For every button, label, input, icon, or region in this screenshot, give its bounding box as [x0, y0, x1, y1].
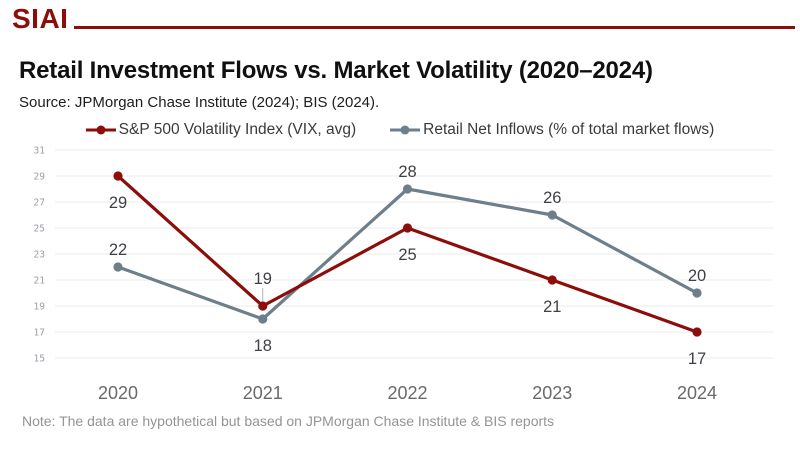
y-tick-label: 29 [34, 172, 46, 183]
chart-legend: S&P 500 Volatility Index (VIX, avg) Retai… [0, 121, 800, 139]
data-point [113, 171, 123, 181]
data-label: 29 [109, 194, 127, 212]
data-label: 20 [688, 267, 706, 285]
data-label: 25 [398, 246, 416, 264]
y-tick-label: 27 [34, 198, 45, 209]
legend-item-1: Retail Net Inflows (% of total market fl… [390, 121, 714, 139]
y-tick-label: 25 [34, 224, 45, 235]
y-tick-label: 31 [34, 146, 46, 157]
data-label: 21 [543, 298, 561, 316]
x-axis-label: 2020 [98, 383, 138, 403]
data-label: 18 [254, 337, 272, 355]
data-point [258, 314, 268, 324]
data-point [692, 327, 702, 337]
data-point [692, 288, 702, 298]
data-point [402, 184, 413, 194]
y-tick-label: 19 [34, 302, 46, 313]
data-point [258, 301, 268, 311]
data-label: 28 [398, 163, 416, 181]
brand-logo: SIAI [12, 3, 69, 34]
x-axis-label: 2024 [677, 383, 717, 403]
x-axis-label: 2023 [532, 383, 572, 403]
chart-title: Retail Investment Flows vs. Market Volat… [19, 57, 653, 84]
data-point [113, 262, 123, 272]
chart-source: Source: JPMorgan Chase Institute (2024);… [19, 94, 380, 111]
y-tick-label: 15 [34, 354, 45, 365]
chart-note: Note: The data are hypothetical but base… [22, 413, 555, 429]
y-tick-label: 17 [34, 328, 45, 339]
data-point [547, 210, 557, 220]
data-label: 19 [254, 270, 272, 288]
data-point [547, 275, 557, 285]
x-axis-label: 2021 [243, 383, 283, 403]
legend-item-0: S&P 500 Volatility Index (VIX, avg) [85, 121, 357, 139]
y-tick-label: 21 [34, 276, 46, 287]
x-axis-label: 2022 [387, 383, 427, 403]
y-tick-label: 23 [34, 250, 45, 261]
brand-rule [74, 26, 795, 29]
legend-marker-icon [390, 125, 421, 135]
legend-label: Retail Net Inflows (% of total market fl… [423, 121, 715, 138]
data-point [402, 223, 413, 233]
data-label: 26 [543, 189, 561, 207]
data-label: 17 [688, 350, 706, 368]
data-label: 22 [109, 241, 127, 259]
legend-marker-icon [85, 125, 116, 135]
legend-label: S&P 500 Volatility Index (VIX, avg) [118, 121, 357, 138]
